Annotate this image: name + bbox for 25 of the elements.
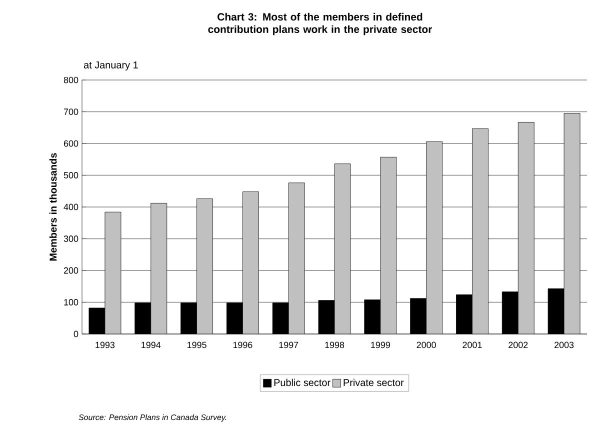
y-tick-label: 200 <box>64 267 78 274</box>
y-tick-label: 0 <box>74 330 78 338</box>
y-tick-label: 700 <box>64 108 78 115</box>
x-tick-label: 1996 <box>233 342 252 348</box>
x-tick-label: 2000 <box>416 342 436 348</box>
y-tick-label: 500 <box>64 172 78 178</box>
y-tick-label: 400 <box>64 204 78 210</box>
legend-label: Private sector <box>344 378 404 386</box>
y-axis-title: Members in thousands <box>49 153 57 261</box>
x-tick-label: 2003 <box>554 342 574 348</box>
y-tick-label: 800 <box>64 76 78 84</box>
y-tick-label: 600 <box>64 140 78 147</box>
y-tick-label: 300 <box>64 236 78 242</box>
chart-title: Chart 3: Most of the members in defined contribution plans work in the private sector <box>208 12 432 36</box>
x-tick-label: 2001 <box>462 342 482 348</box>
x-tick-label: 1998 <box>325 342 344 348</box>
x-tick-label: 1993 <box>96 342 115 348</box>
chart-subtitle: at January 1 <box>84 62 138 70</box>
x-tick-label: 1994 <box>142 342 161 348</box>
x-tick-label: 1999 <box>371 342 390 348</box>
legend-label: Public sector <box>274 378 330 386</box>
x-tick-label: 1995 <box>187 342 206 348</box>
x-tick-label: 2002 <box>508 342 528 348</box>
x-tick-label: 1997 <box>279 342 298 348</box>
y-tick-label: 100 <box>64 299 78 306</box>
